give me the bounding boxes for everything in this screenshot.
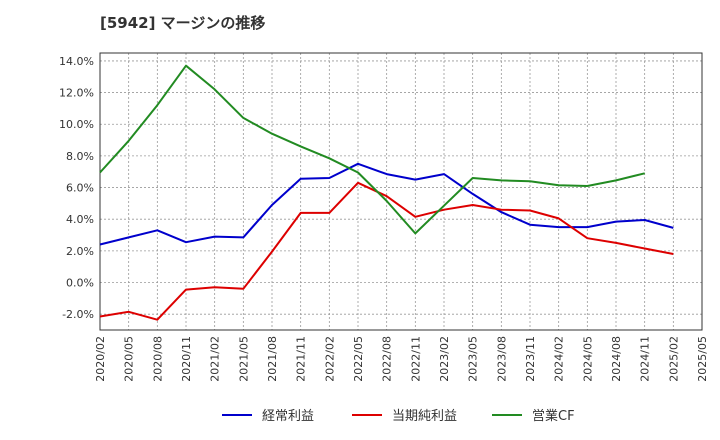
x-tick-label: 2022/05 xyxy=(352,336,365,382)
y-tick-label: 8.0% xyxy=(66,150,94,163)
y-tick-label: 6.0% xyxy=(66,182,94,195)
x-tick-label: 2020/08 xyxy=(151,336,164,382)
grid-layer xyxy=(99,53,703,330)
x-tick-label: 2024/05 xyxy=(581,336,594,382)
chart-title: [5942] マージンの推移 xyxy=(100,14,266,32)
y-tick-label: 0.0% xyxy=(66,277,94,290)
series-line-2 xyxy=(99,181,674,321)
x-tick-label: 2023/05 xyxy=(467,336,480,382)
x-tick-label: 2021/08 xyxy=(266,336,279,382)
series-layer xyxy=(99,64,674,321)
series-line-3 xyxy=(99,64,645,235)
x-tick-label: 2022/08 xyxy=(381,336,394,382)
x-tick-label: 2024/11 xyxy=(639,336,652,382)
series-line-1 xyxy=(99,162,674,246)
y-tick-label: 2.0% xyxy=(66,245,94,258)
y-tick-label: 14.0% xyxy=(59,55,94,68)
x-tick-label: 2024/02 xyxy=(553,336,566,382)
x-tick-label: 2025/05 xyxy=(696,336,709,382)
y-tick-label: 4.0% xyxy=(66,213,94,226)
y-tick-label: 12.0% xyxy=(59,87,94,100)
x-tick-label: 2021/11 xyxy=(295,336,308,382)
x-tick-label: 2022/11 xyxy=(409,336,422,382)
y-tick-label: -2.0% xyxy=(62,308,94,321)
x-tick-label: 2025/02 xyxy=(667,336,680,382)
x-tick-label: 2023/02 xyxy=(438,336,451,382)
x-tick-label: 2023/11 xyxy=(524,336,537,382)
legend-label: 営業CF xyxy=(532,408,575,424)
x-tick-label: 2020/11 xyxy=(180,336,193,382)
x-tick-label: 2023/08 xyxy=(495,336,508,382)
plot-border xyxy=(99,52,703,331)
x-tick-label: 2021/05 xyxy=(237,336,250,382)
x-tick-label: 2020/05 xyxy=(123,336,136,382)
axis-layer: 14.0% 12.0% 10.0% 8.0% 6.0% 4.0% 2.0% 0.0% -2.0%… xyxy=(59,52,709,382)
x-tick-label: 2022/02 xyxy=(323,336,336,382)
legend: 経常利益 当期純利益 営業CF xyxy=(222,408,575,424)
plot-area xyxy=(100,53,702,330)
x-tick-label: 2021/02 xyxy=(209,336,222,382)
legend-label: 当期純利益 xyxy=(392,409,457,424)
x-tick-label: 2024/08 xyxy=(610,336,623,382)
y-tick-label: 10.0% xyxy=(59,118,94,131)
x-tick-label: 2020/02 xyxy=(94,336,107,382)
legend-label: 経常利益 xyxy=(262,409,314,424)
